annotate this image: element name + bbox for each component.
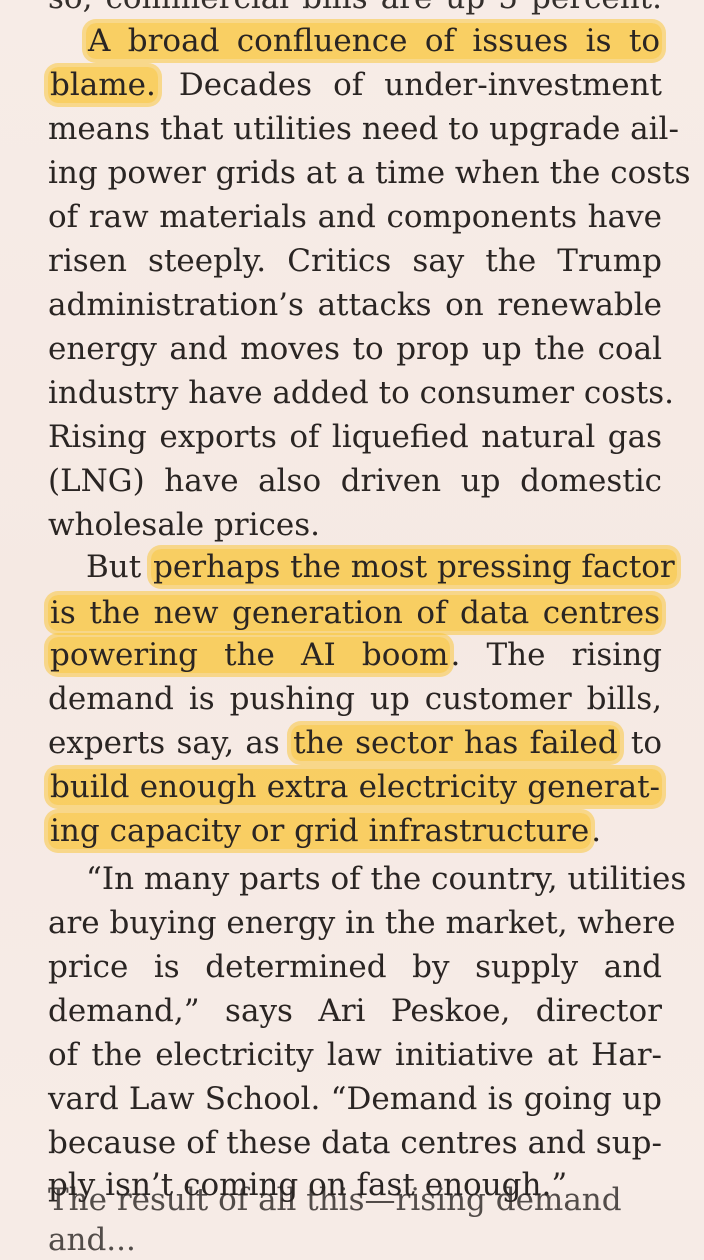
body-text: are buying energy in the market, where bbox=[48, 905, 676, 941]
article-line: experts say, as the sector has failed to bbox=[48, 721, 662, 765]
highlighted-text: the sector has failed bbox=[291, 725, 620, 761]
body-text: of raw materials and components have bbox=[48, 199, 662, 235]
body-text: But bbox=[86, 549, 152, 585]
article-line: powering the AI boom. The rising bbox=[48, 633, 662, 677]
highlighted-text: ing capacity or grid infrastructure bbox=[48, 813, 592, 849]
body-text: ing power grids at a time when the costs bbox=[48, 155, 691, 191]
article-line: wholesale prices. bbox=[48, 503, 662, 547]
article-line: of raw materials and components have bbox=[48, 195, 662, 239]
article-line: means that utilities need to upgrade ail… bbox=[48, 107, 679, 151]
article-line: “In many parts of the country, utilities bbox=[48, 857, 686, 901]
article-line: demand is pushing up customer bills, bbox=[48, 677, 662, 721]
body-text: industry have added to consumer costs. bbox=[48, 375, 675, 411]
body-text: vard Law School. “Demand is going up bbox=[48, 1081, 662, 1117]
article-line: administration’s attacks on renewable bbox=[48, 283, 662, 327]
article-line: price is determined by supply and bbox=[48, 945, 662, 989]
highlighted-text: powering the AI boom bbox=[48, 637, 451, 673]
highlighted-text: is the new generation of data centres bbox=[48, 595, 662, 631]
article-line: blame. Decades of under-investment bbox=[48, 63, 662, 107]
article-line: build enough extra electricity generat- bbox=[48, 765, 662, 809]
body-text: demand is pushing up customer bills, bbox=[48, 681, 662, 717]
cropped-bottom-line: The result of all this—rising demand and… bbox=[48, 1182, 622, 1258]
article-line: risen steeply. Critics say the Trump bbox=[48, 239, 662, 283]
article-line: industry have added to consumer costs. bbox=[48, 371, 674, 415]
article-line: (LNG) have also driven up domestic bbox=[48, 459, 662, 503]
body-text: (LNG) have also driven up domestic bbox=[48, 463, 662, 499]
article-line: Rising exports of liquefied natural gas bbox=[48, 415, 662, 459]
article-line: vard Law School. “Demand is going up bbox=[48, 1077, 662, 1121]
body-text: “In many parts of the country, utilities bbox=[86, 861, 687, 897]
body-text: ply isn’t coming on fast enough.” bbox=[48, 1167, 568, 1203]
body-text: means that utilities need to upgrade ail… bbox=[48, 111, 679, 147]
article-line: demand,” says Ari Peskoe, director bbox=[48, 989, 662, 1033]
body-text: Rising exports of liquefied natural gas bbox=[48, 419, 662, 455]
body-text: price is determined by supply and bbox=[48, 949, 662, 985]
article-line: energy and moves to prop up the coal bbox=[48, 327, 662, 371]
body-text: risen steeply. Critics say the Trump bbox=[48, 243, 662, 279]
body-text: to bbox=[619, 725, 663, 761]
article-line: But perhaps the most pressing factor bbox=[48, 545, 677, 589]
body-text: wholesale prices. bbox=[48, 507, 320, 543]
article-line: of the electricity law initiative at Har… bbox=[48, 1033, 662, 1077]
highlighted-text: perhaps the most pressing factor bbox=[151, 549, 677, 585]
article-line: because of these data centres and sup- bbox=[48, 1121, 662, 1165]
body-text: because of these data centres and sup- bbox=[48, 1125, 662, 1161]
body-text: . The rising bbox=[450, 637, 662, 673]
cropped-top-line: so, commercial bills are up 5 percent. bbox=[48, 0, 662, 20]
article-line: are buying energy in the market, where bbox=[48, 901, 675, 945]
body-text: of the electricity law initiative at Har… bbox=[48, 1037, 662, 1073]
body-text: administration’s attacks on renewable bbox=[48, 287, 662, 323]
highlighted-text: A broad confluence of issues is to bbox=[86, 23, 662, 59]
body-text: demand,” says Ari Peskoe, director bbox=[48, 993, 662, 1029]
highlighted-text: blame. bbox=[48, 67, 158, 103]
highlighted-text: build enough extra electricity generat- bbox=[48, 769, 662, 805]
article-line: ing power grids at a time when the costs bbox=[48, 151, 691, 195]
article-line: ply isn’t coming on fast enough.” bbox=[48, 1163, 662, 1207]
article-line: A broad confluence of issues is to bbox=[48, 19, 662, 63]
body-text: Decades of under-investment bbox=[157, 67, 662, 103]
article-line: is the new generation of data centres bbox=[48, 591, 662, 635]
body-text: . bbox=[591, 813, 602, 849]
article-line: ing capacity or grid infrastructure. bbox=[48, 809, 662, 853]
body-text: energy and moves to prop up the coal bbox=[48, 331, 662, 367]
body-text: experts say, as bbox=[48, 725, 292, 761]
